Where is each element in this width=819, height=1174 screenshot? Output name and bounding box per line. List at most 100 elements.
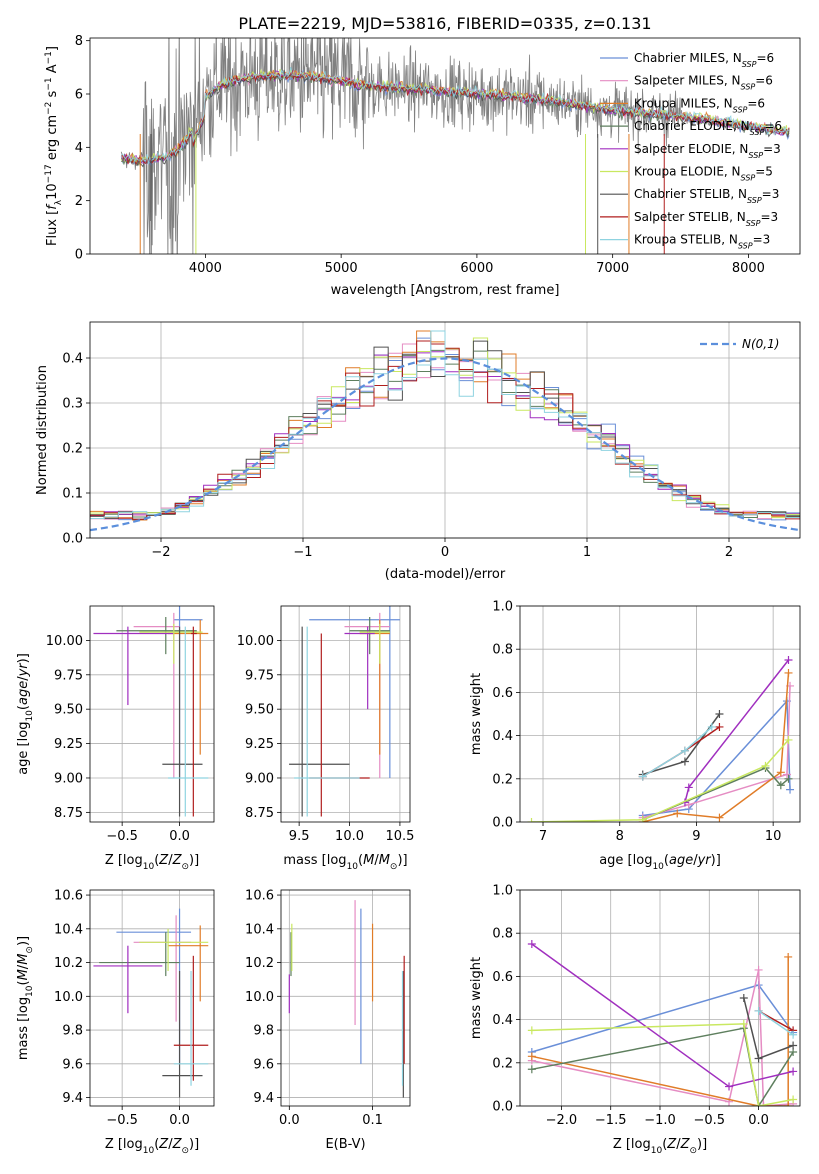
y-tick-label: 6 [75, 88, 83, 103]
weight-line-kroupa-miles [642, 672, 790, 822]
weight-marker [761, 761, 770, 770]
y-tick-label: 8.75 [54, 806, 83, 821]
y-axis-label: Normed distribution [35, 365, 50, 495]
y-tick-label: 1.0 [492, 884, 513, 899]
weight-line-salpeter-miles [642, 685, 791, 819]
axes-frame [89, 605, 215, 823]
x-tick-label: −2.0 [546, 1113, 578, 1128]
x-axis-label: Z [log10(Z/Z⊙)] [613, 1137, 707, 1156]
legend-label: Salpeter ELODIE, NSSP=3 [634, 142, 781, 160]
x-tick-label: 7 [539, 829, 547, 844]
model-spectrum-salpeter-stelib [120, 69, 790, 166]
x-tick-label: 9.5 [289, 829, 310, 844]
model-spectrum-kroupa-stelib [120, 67, 790, 165]
y-tick-label: 0.8 [492, 643, 513, 658]
x-tick-label: 10.0 [335, 829, 364, 844]
x-axis-label: E(B-V) [325, 1137, 365, 1152]
y-tick-label: 10.6 [245, 889, 274, 904]
x-tick-label: −0.5 [106, 1113, 138, 1128]
x-tick-label: 10.5 [385, 829, 414, 844]
y-axis-label: mass [log10(M/M⊙)] [16, 936, 35, 1060]
x-tick-label: 5000 [325, 261, 358, 276]
axes-frame [280, 605, 411, 823]
x-tick-label: 0.0 [279, 1113, 300, 1128]
spectrum-panel: 4000 5000 6000 7000 8000 0 2 4 6 8 wavelength [Ang… [44, 34, 801, 298]
y-tick-label: 1.0 [492, 600, 513, 615]
legend-label: Kroupa MILES, NSSP=6 [634, 96, 765, 114]
y-tick-label: 0.4 [492, 729, 513, 744]
y-tick-label: 8.75 [245, 806, 274, 821]
weight-vs-Z-panel: −2.0 −1.5 −1.0 −0.5 0.0 0.0 0.2 0.4 0.6 0.8 1.0 Z [… [469, 884, 801, 1156]
weight-marker [638, 815, 647, 822]
weight-line-kroupa-elodie [531, 1023, 794, 1106]
weight-marker [784, 668, 793, 677]
axes-frame [89, 889, 215, 1107]
y-tick-label: 10.00 [46, 634, 83, 649]
weight-marker [786, 785, 795, 794]
y-axis-label: Flux [fλ10−17 erg cm−2 s−1 A−1] [44, 46, 64, 246]
y-tick-label: 10.2 [54, 956, 83, 971]
x-tick-label: 8 [616, 829, 624, 844]
y-tick-label: 0.2 [62, 442, 83, 457]
x-tick-label: −1 [293, 545, 312, 560]
legend-label: Chabrier ELODIE, NSSP=6 [634, 119, 782, 137]
y-tick-label: 0.0 [492, 816, 513, 831]
legend-label: Salpeter STELIB, NSSP=3 [634, 210, 778, 228]
weight-marker [673, 809, 682, 818]
x-axis-label: mass [log10(M/M⊙)] [283, 853, 407, 872]
weight-marker [527, 1052, 536, 1061]
mass-vs-Z-panel: −0.5 0.0 9.4 9.6 9.8 10.0 10.2 10.4 10.6 Z [log10… [16, 889, 215, 1156]
mass-vs-EBV-plot-area [288, 900, 405, 1098]
weight-marker [739, 1019, 748, 1028]
mass-vs-Z-plot-area [93, 908, 209, 1098]
legend-label: Kroupa ELODIE, NSSP=5 [634, 165, 773, 183]
legend-label: Salpeter MILES, NSSP=6 [634, 74, 773, 92]
legend-label: N(0,1) [742, 337, 779, 351]
y-tick-label: 0.3 [62, 397, 83, 412]
axes-frame [280, 889, 411, 1107]
y-tick-label: 9.25 [54, 737, 83, 752]
y-tick-label: 0.2 [492, 1056, 513, 1071]
x-tick-label: 10 [765, 829, 782, 844]
weight-marker [715, 813, 724, 822]
y-tick-label: 8 [75, 34, 83, 49]
weight-line-chabrier-stelib [642, 713, 721, 776]
x-tick-label: 0.0 [748, 1113, 769, 1128]
normal-reference-curve [90, 357, 800, 532]
weight-marker [776, 768, 785, 777]
x-tick-label: 4000 [189, 261, 222, 276]
weight-marker [707, 722, 716, 731]
weight-marker [789, 1030, 798, 1039]
weight-marker [715, 710, 724, 718]
weight-marker [684, 783, 693, 792]
weight-marker [784, 656, 793, 664]
weight-marker [789, 1067, 798, 1076]
y-tick-label: 10.0 [245, 990, 274, 1005]
axes-frame [89, 37, 801, 255]
y-tick-label: 9.50 [245, 703, 274, 718]
x-tick-label: 2 [725, 545, 733, 560]
x-axis-label: Z [log10(Z/Z⊙)] [105, 1137, 199, 1156]
weight-marker [784, 952, 793, 961]
y-tick-label: 2 [75, 194, 83, 209]
y-tick-label: 9.75 [245, 668, 274, 683]
x-tick-label: 8000 [732, 261, 765, 276]
weight-marker [754, 1006, 763, 1015]
x-tick-label: 0.0 [169, 829, 190, 844]
y-axis-label: mass weight [469, 673, 484, 755]
y-axis-label: mass weight [469, 957, 484, 1039]
legend-label: Chabrier STELIB, NSSP=3 [634, 187, 779, 205]
legend-label: Chabrier MILES, NSSP=6 [634, 51, 774, 69]
residual-histogram-kroupa-stelib [90, 330, 800, 538]
y-tick-label: 10.4 [54, 922, 83, 937]
y-tick-label: 0.8 [492, 927, 513, 942]
weight-marker [784, 735, 793, 744]
y-tick-label: 9.8 [62, 1024, 83, 1039]
x-axis-label: age [log10(age/yr)] [599, 853, 721, 872]
x-tick-label: −0.5 [106, 829, 138, 844]
x-tick-label: 9 [692, 829, 700, 844]
y-tick-label: 4 [75, 141, 83, 156]
weight-marker [680, 757, 689, 766]
y-tick-label: 9.25 [245, 737, 274, 752]
